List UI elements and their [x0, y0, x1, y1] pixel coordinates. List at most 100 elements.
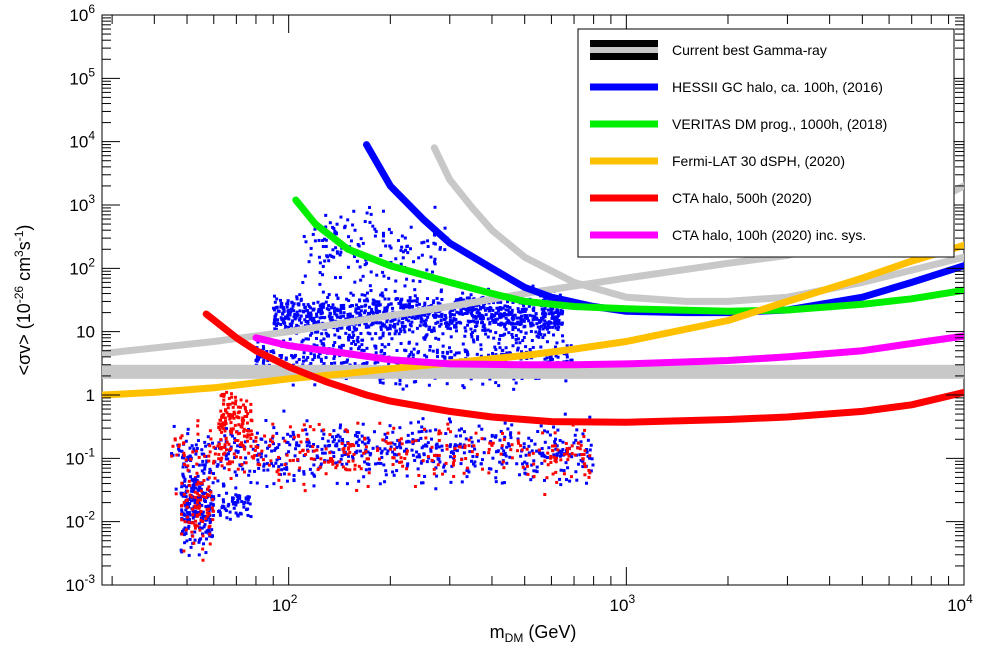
scatter-point — [193, 538, 197, 542]
scatter-point — [367, 305, 371, 309]
scatter-point — [226, 406, 230, 410]
scatter-point — [497, 384, 501, 388]
scatter-point — [491, 441, 495, 445]
scatter-point — [339, 311, 343, 315]
scatter-point — [207, 488, 211, 492]
scatter-point — [342, 314, 346, 318]
scatter-point — [281, 311, 285, 315]
scatter-point — [375, 445, 379, 449]
scatter-point — [406, 244, 410, 248]
scatter-point — [371, 224, 375, 228]
scatter-point — [490, 313, 494, 317]
scatter-point — [543, 314, 547, 318]
scatter-point — [352, 333, 356, 337]
scatter-point — [523, 309, 527, 313]
scatter-point — [244, 410, 248, 414]
scatter-point — [549, 454, 553, 458]
scatter-point — [391, 450, 395, 454]
scatter-point — [534, 330, 538, 334]
scatter-point — [293, 317, 297, 321]
scatter-point — [305, 419, 309, 423]
scatter-point — [318, 352, 322, 356]
scatter-point — [187, 479, 191, 483]
scatter-point — [385, 320, 389, 324]
scatter-point — [543, 440, 547, 444]
scatter-point — [355, 338, 359, 342]
scatter-point — [558, 293, 562, 297]
scatter-point — [313, 474, 317, 478]
scatter-point — [345, 360, 349, 364]
scatter-point — [436, 463, 440, 467]
scatter-point — [472, 315, 476, 319]
scatter-point — [242, 429, 246, 433]
scatter-point — [579, 440, 583, 444]
scatter-point — [348, 468, 352, 472]
scatter-point — [229, 421, 233, 425]
scatter-point — [327, 308, 331, 312]
scatter-point — [304, 358, 308, 362]
scatter-point — [370, 307, 374, 311]
scatter-point — [470, 311, 474, 315]
scatter-point — [432, 467, 436, 471]
scatter-point — [318, 304, 322, 308]
scatter-point — [575, 478, 579, 482]
scatter-point — [511, 325, 515, 329]
scatter-point — [543, 319, 547, 323]
scatter-point — [272, 426, 276, 430]
scatter-point — [534, 317, 538, 321]
scatter-point — [461, 307, 465, 311]
scatter-point — [368, 332, 372, 336]
scatter-point — [306, 355, 310, 359]
scatter-point — [190, 477, 194, 481]
scatter-point — [433, 257, 437, 261]
scatter-point — [388, 323, 392, 327]
scatter-point — [275, 297, 279, 301]
scatter-point — [488, 441, 492, 445]
scatter-point — [211, 518, 215, 522]
scatter-point — [552, 321, 556, 325]
scatter-point — [443, 469, 447, 473]
scatter-point — [385, 305, 389, 309]
scatter-point — [494, 480, 498, 484]
scatter-point — [555, 480, 559, 484]
scatter-point — [363, 311, 367, 315]
scatter-point — [424, 436, 428, 440]
scatter-point — [292, 315, 296, 319]
scatter-point — [236, 496, 240, 500]
scatter-point — [403, 456, 407, 460]
scatter-point — [315, 448, 319, 452]
scatter-point — [445, 447, 449, 451]
scatter-point — [528, 348, 532, 352]
scatter-point — [347, 333, 351, 337]
scatter-point — [532, 469, 536, 473]
scatter-point — [325, 254, 329, 258]
scatter-point — [269, 438, 273, 442]
scatter-point — [522, 304, 526, 308]
scatter-point — [172, 424, 176, 428]
scatter-point — [364, 468, 368, 472]
scatter-point — [246, 495, 250, 499]
scatter-point — [351, 223, 355, 227]
scatter-point — [463, 326, 467, 330]
scatter-point — [243, 407, 247, 411]
scatter-point — [503, 421, 507, 425]
scatter-point — [502, 312, 506, 316]
scatter-point — [224, 427, 228, 431]
scatter-point — [537, 320, 541, 324]
scatter-point — [403, 449, 407, 453]
scatter-point — [181, 494, 185, 498]
scatter-point — [367, 462, 371, 466]
scatter-point — [373, 344, 377, 348]
scatter-point — [490, 434, 494, 438]
scatter-point — [206, 435, 210, 439]
scatter-point — [543, 333, 547, 337]
scatter-point — [193, 495, 197, 499]
scatter-point — [330, 315, 334, 319]
scatter-point — [580, 453, 584, 457]
scatter-point — [397, 319, 401, 323]
scatter-point — [514, 334, 518, 338]
scatter-point — [511, 300, 515, 304]
scatter-point — [340, 437, 344, 441]
scatter-point — [356, 443, 360, 447]
